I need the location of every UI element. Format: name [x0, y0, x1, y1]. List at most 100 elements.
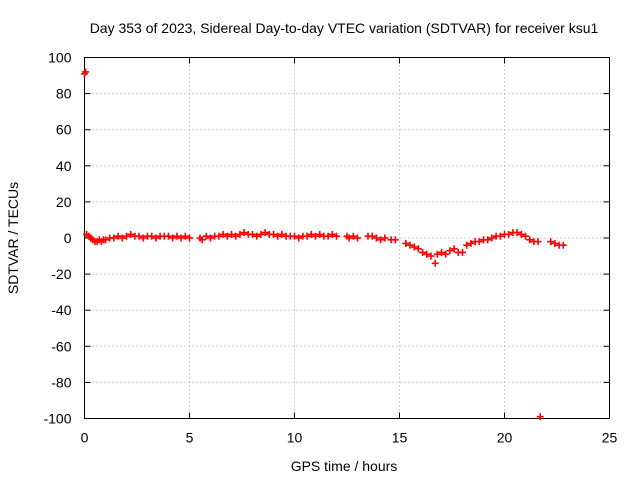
data-point [114, 232, 122, 240]
data-point [127, 230, 135, 238]
data-point [316, 230, 324, 238]
data-point [423, 250, 431, 258]
data-point [526, 236, 534, 244]
x-axis-label: GPS time / hours [291, 458, 398, 474]
data-point [307, 230, 315, 238]
data-point [534, 238, 542, 246]
data-point [236, 230, 244, 238]
data-point [536, 413, 544, 421]
data-point [202, 232, 210, 240]
data-point [547, 238, 555, 246]
data-point [517, 230, 525, 238]
data-point [148, 232, 156, 240]
y-tick-label: -40 [51, 302, 71, 318]
data-point [402, 239, 410, 247]
chart-title: Day 353 of 2023, Sidereal Day-to-day VTE… [90, 20, 599, 36]
data-point [219, 230, 227, 238]
data-point [438, 248, 445, 256]
data-point [410, 243, 418, 251]
data-point [240, 229, 248, 237]
y-tick-label: -80 [51, 374, 71, 390]
data-point [177, 234, 185, 242]
data-point [123, 232, 130, 240]
x-tick-label: 20 [497, 430, 513, 446]
data-point [274, 232, 282, 240]
data-point [345, 234, 353, 242]
data-point [488, 234, 496, 242]
data-point [551, 239, 559, 247]
y-tick-label: -100 [43, 411, 71, 427]
data-point [442, 250, 450, 258]
data-point [152, 234, 160, 242]
data-point [291, 232, 298, 240]
data-point [278, 230, 286, 238]
x-tick-label: 15 [392, 430, 408, 446]
x-tick-label: 0 [81, 430, 89, 446]
y-axis-label: SDTVAR / TECUs [5, 182, 21, 294]
data-point [381, 234, 389, 242]
data-point [559, 241, 567, 249]
y-tick-label: 60 [56, 122, 72, 138]
data-point [414, 245, 422, 253]
x-tick-label: 10 [287, 430, 303, 446]
data-point [312, 232, 319, 240]
data-point [463, 241, 471, 249]
data-point [427, 252, 435, 260]
y-tick-label: 20 [56, 194, 72, 210]
data-point [459, 248, 466, 256]
data-point [82, 68, 90, 76]
data-point [261, 229, 269, 237]
data-points [81, 68, 567, 421]
data-point [328, 230, 336, 238]
data-point [431, 259, 439, 267]
data-point [496, 232, 504, 240]
data-point [165, 232, 172, 240]
data-point [505, 230, 513, 238]
y-tick-label: 80 [56, 86, 72, 102]
data-point [139, 234, 147, 242]
data-point [118, 234, 126, 242]
data-point [270, 230, 277, 238]
data-point [228, 230, 235, 238]
tick-layer: -100 -80 -60 -40 -20 0 20 40 60 80 100 0 5 10 15 20 25 [43, 50, 617, 446]
y-tick-label: 100 [48, 50, 72, 66]
data-point [186, 234, 193, 242]
data-point [368, 232, 376, 240]
data-point [110, 234, 118, 242]
data-point [295, 234, 303, 242]
y-tick-label: 0 [64, 230, 72, 246]
data-point [181, 232, 189, 240]
data-point [419, 248, 427, 256]
data-point [433, 250, 441, 258]
x-tick-label: 5 [186, 430, 194, 446]
data-point [253, 232, 261, 240]
y-tick-label: -20 [51, 266, 71, 282]
data-point [467, 239, 475, 247]
data-point [169, 234, 177, 242]
data-point [406, 241, 414, 249]
data-point [173, 232, 181, 240]
data-point [354, 234, 361, 242]
data-point [391, 236, 399, 244]
y-tick-label: 40 [56, 158, 72, 174]
data-point [446, 247, 454, 255]
data-point [522, 232, 529, 240]
data-point [333, 232, 340, 240]
data-point [249, 230, 256, 238]
data-point [372, 234, 380, 242]
data-point [377, 236, 385, 244]
data-point [324, 232, 332, 240]
data-point [349, 232, 357, 240]
x-tick-label: 25 [602, 430, 618, 446]
data-point [232, 232, 240, 240]
y-tick-label: -60 [51, 338, 71, 354]
data-point [513, 229, 521, 237]
data-point [450, 245, 458, 253]
data-point [257, 230, 265, 238]
data-point [215, 232, 223, 240]
data-point [207, 234, 214, 242]
data-point [475, 238, 483, 246]
data-point [303, 232, 311, 240]
data-point [223, 232, 231, 240]
